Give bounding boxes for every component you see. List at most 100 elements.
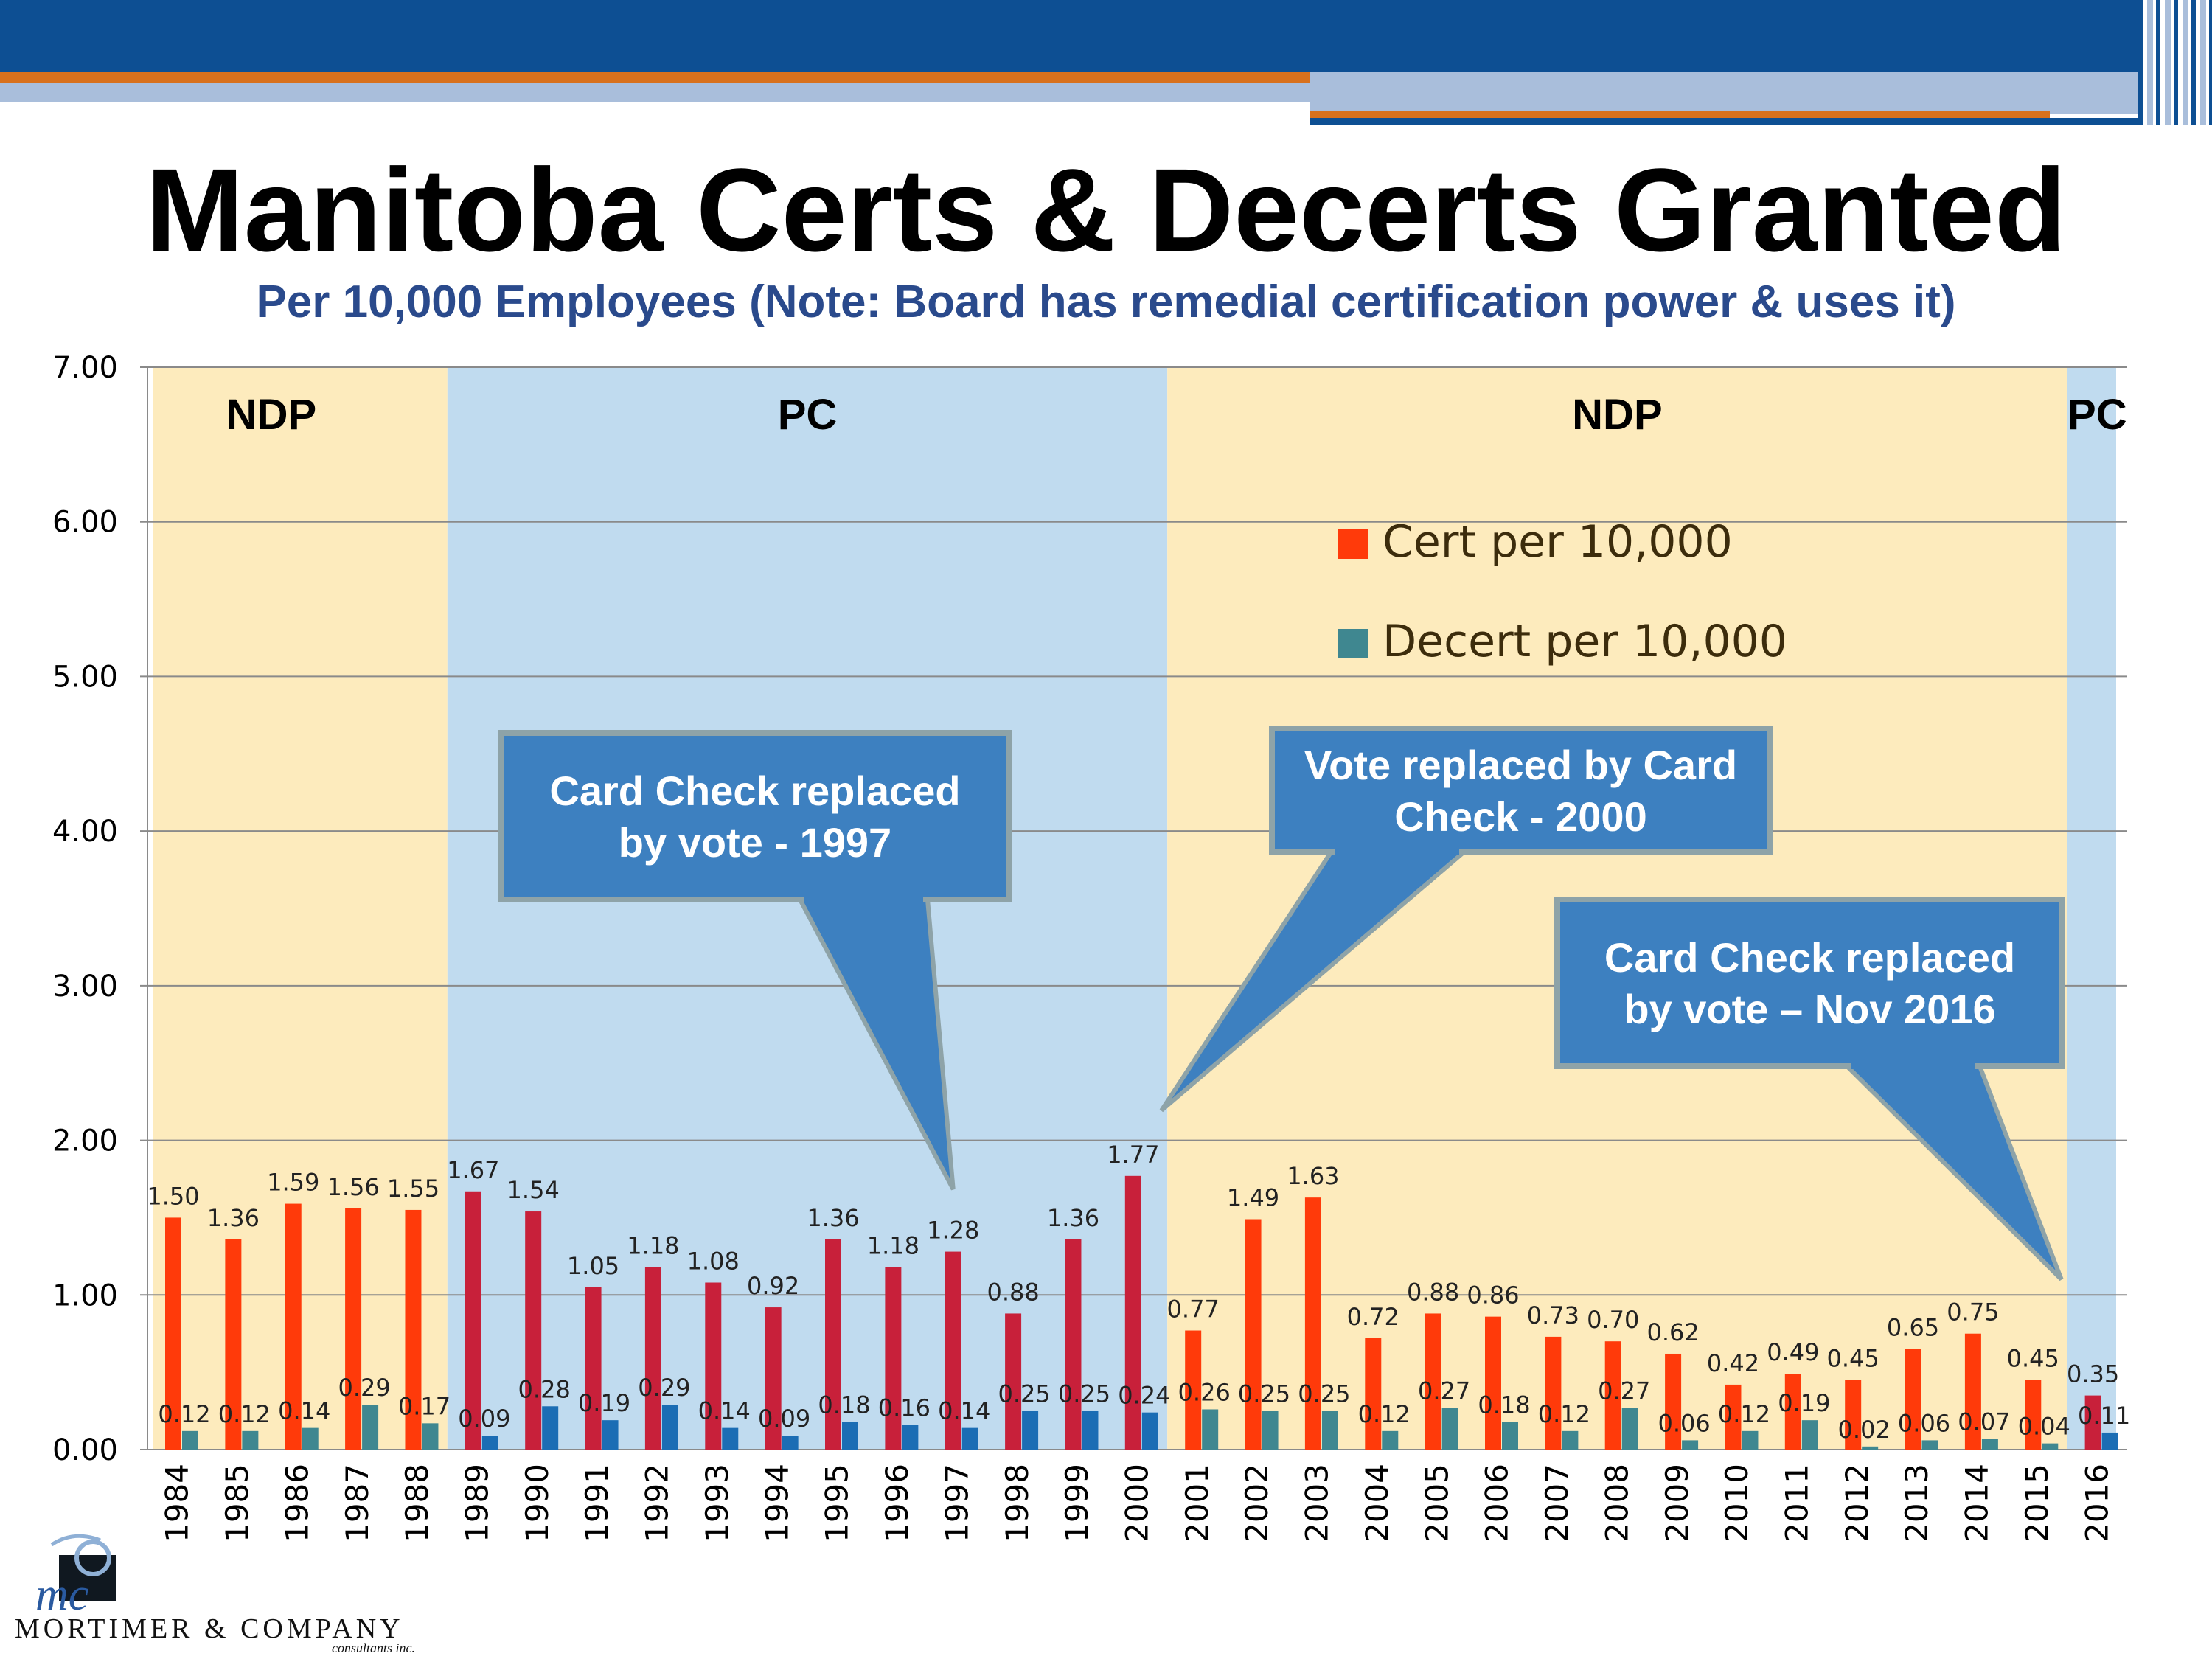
cert-bar-2013 (1905, 1349, 1921, 1450)
decert-value-label: 0.25 (1058, 1380, 1110, 1408)
x-tick-label: 2005 (1419, 1464, 1455, 1543)
period-band-3 (2067, 367, 2116, 1450)
decert-value-label: 0.09 (458, 1405, 510, 1433)
cert-value-label: 1.28 (927, 1217, 979, 1245)
decert-value-label: 0.29 (338, 1374, 390, 1402)
decert-bar-1988 (422, 1423, 439, 1450)
callout-text-2: Card Check replaced (1604, 934, 2015, 981)
y-tick-label: 0.00 (52, 1433, 118, 1467)
decert-value-label: 0.18 (1478, 1391, 1530, 1419)
cert-value-label: 1.49 (1227, 1184, 1279, 1212)
cert-value-label: 0.49 (1767, 1338, 1819, 1366)
x-tick-label: 1989 (459, 1464, 495, 1543)
cert-bar-1988 (405, 1209, 422, 1450)
decert-value-label: 0.09 (758, 1405, 810, 1433)
decert-bar-1998 (1022, 1411, 1039, 1450)
period-label-1: PC (778, 391, 838, 439)
decert-bar-1984 (182, 1430, 198, 1450)
decert-bar-2014 (1981, 1439, 1998, 1450)
decert-value-label: 0.12 (1358, 1400, 1411, 1428)
header-accent-right-orange (1310, 111, 2050, 118)
cert-value-label: 1.55 (387, 1175, 439, 1203)
cert-bar-2012 (1845, 1380, 1862, 1450)
x-tick-label: 1991 (579, 1464, 615, 1543)
cert-value-label: 1.67 (447, 1156, 499, 1184)
logo-mark-icon: mc (29, 1530, 125, 1618)
decert-bar-2016 (2101, 1432, 2118, 1450)
x-tick-label: 2002 (1239, 1464, 1275, 1543)
x-tick-label: 2004 (1359, 1464, 1395, 1543)
legend-label-cert: Cert per 10,000 (1382, 516, 1733, 568)
cert-value-label: 0.65 (1887, 1314, 1939, 1342)
cert-bar-1998 (1005, 1313, 1022, 1450)
x-tick-label: 2016 (2079, 1464, 2115, 1543)
decert-bar-1994 (782, 1436, 799, 1450)
y-tick-label: 4.00 (52, 815, 118, 849)
cert-bar-2016 (2084, 1395, 2101, 1450)
period-label-0: NDP (226, 391, 316, 439)
header-accent-orange (0, 72, 1312, 83)
decert-bar-2012 (1862, 1446, 1879, 1450)
company-logo: mc MORTIMER & COMPANY consultants inc. (15, 1530, 457, 1655)
decert-value-label: 0.06 (1898, 1409, 1950, 1437)
cert-bar-1994 (765, 1307, 782, 1450)
y-tick-label: 5.00 (52, 660, 118, 694)
x-tick-label: 2007 (1539, 1464, 1575, 1543)
decert-bar-1996 (902, 1425, 919, 1450)
decert-bar-2013 (1921, 1440, 1938, 1450)
decert-bar-1995 (842, 1422, 858, 1450)
decert-bar-1987 (362, 1405, 379, 1450)
page-subtitle: Per 10,000 Employees (Note: Board has re… (256, 276, 1956, 327)
decert-bar-2015 (2042, 1443, 2059, 1450)
cert-value-label: 1.36 (807, 1204, 859, 1232)
callout-text-0: by vote - 1997 (619, 819, 891, 866)
cert-bar-1993 (705, 1282, 722, 1450)
decert-bar-1999 (1082, 1411, 1099, 1450)
x-tick-label: 1995 (819, 1464, 855, 1543)
cert-bar-2007 (1545, 1336, 1562, 1450)
cert-value-label: 1.63 (1287, 1162, 1339, 1190)
header-accent-right (1310, 72, 2138, 114)
decert-bar-1997 (961, 1427, 978, 1450)
period-label-3: PC (2067, 391, 2127, 439)
cert-value-label: 0.35 (2067, 1360, 2119, 1388)
callout-box-1 (1269, 726, 1773, 855)
cert-value-label: 1.36 (207, 1204, 260, 1232)
y-tick-label: 6.00 (52, 506, 118, 540)
decert-value-label: 0.25 (1298, 1380, 1350, 1408)
x-tick-label: 1999 (1059, 1464, 1095, 1543)
x-tick-label: 2012 (1839, 1464, 1875, 1543)
cert-bar-2006 (1485, 1316, 1501, 1450)
decert-value-label: 0.12 (1718, 1400, 1770, 1428)
x-tick-label: 2000 (1119, 1464, 1155, 1543)
cert-bar-1991 (585, 1287, 602, 1450)
cert-bar-2005 (1425, 1313, 1441, 1450)
decert-value-label: 0.19 (578, 1389, 630, 1417)
decert-bar-2010 (1742, 1430, 1759, 1450)
x-tick-label: 1985 (219, 1464, 255, 1543)
cert-bar-1999 (1065, 1239, 1082, 1450)
decert-value-label: 0.16 (878, 1394, 931, 1422)
decert-value-label: 0.18 (818, 1391, 870, 1419)
cert-bar-1996 (885, 1267, 902, 1450)
cert-bar-2008 (1604, 1341, 1621, 1450)
y-tick-label: 2.00 (52, 1124, 118, 1158)
cert-bar-1984 (165, 1217, 181, 1450)
cert-bar-1992 (644, 1267, 661, 1450)
x-tick-label: 1988 (399, 1464, 435, 1543)
decert-value-label: 0.02 (1838, 1416, 1891, 1444)
y-tick-label: 7.00 (52, 351, 118, 385)
decert-bar-1992 (661, 1405, 678, 1450)
callout-box-0 (498, 730, 1012, 902)
cert-bar-2009 (1665, 1353, 1682, 1450)
logo-mark-text: mc (35, 1570, 88, 1618)
cert-bar-2015 (2025, 1380, 2042, 1450)
callout-seam-2 (1851, 1059, 1975, 1069)
decert-bar-1990 (542, 1406, 559, 1450)
y-tick-label: 3.00 (52, 970, 118, 1004)
cert-bar-1995 (825, 1239, 841, 1450)
decert-value-label: 0.27 (1598, 1377, 1650, 1405)
x-tick-label: 2015 (2019, 1464, 2055, 1543)
decert-bar-1993 (722, 1427, 739, 1450)
cert-value-label: 0.75 (1947, 1298, 1999, 1326)
